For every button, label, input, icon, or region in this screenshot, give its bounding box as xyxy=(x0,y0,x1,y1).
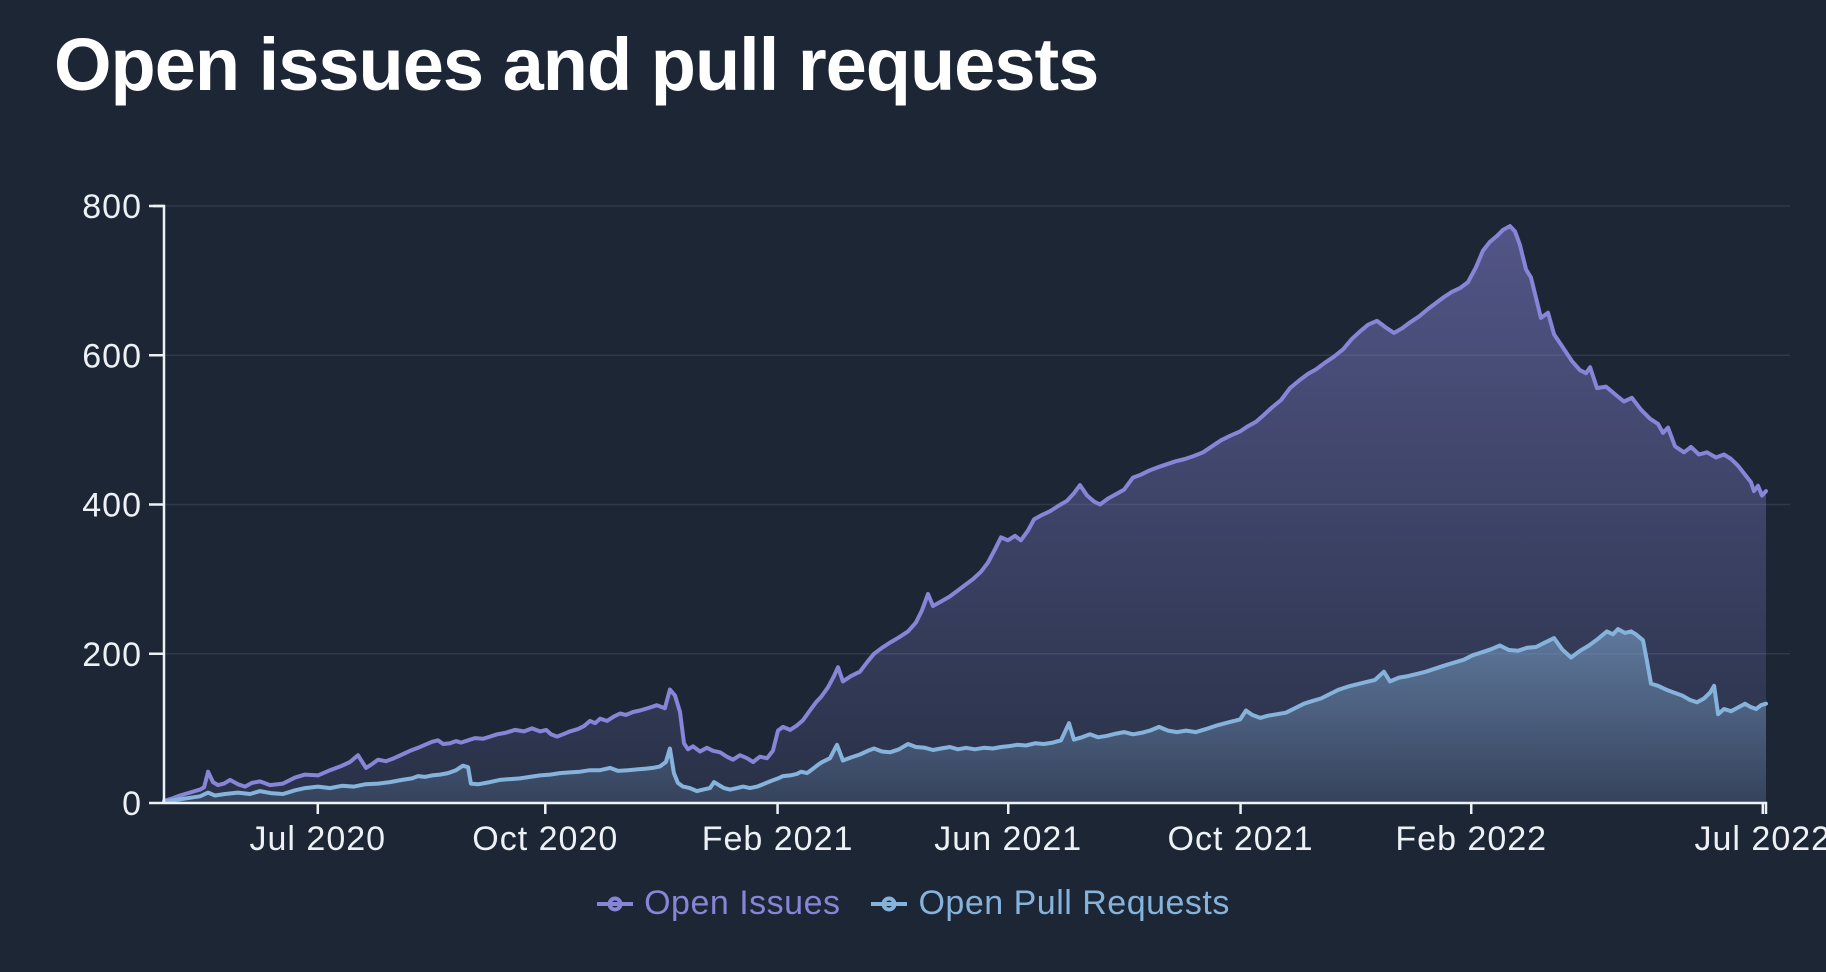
y-tick-label-200: 200 xyxy=(82,636,142,674)
open-pull-requests-area xyxy=(164,629,1766,803)
legend-line-icon xyxy=(871,896,908,911)
y-tick-label-400: 400 xyxy=(82,487,142,525)
x-tick-label: Feb 2022 xyxy=(1395,820,1547,858)
x-tick-label: Feb 2021 xyxy=(702,820,854,858)
legend-label-open-issues: Open Issues xyxy=(644,884,841,922)
legend-label-open-pull-requests: Open Pull Requests xyxy=(918,884,1230,922)
open-issues-area xyxy=(164,226,1766,804)
chart-title: Open issues and pull requests xyxy=(54,23,1099,106)
x-tick-label: Jul 2020 xyxy=(250,820,387,858)
open-pull-requests-line xyxy=(162,627,1768,804)
y-tick-label-0: 0 xyxy=(122,785,142,823)
x-tick-label: Jul 2022 xyxy=(1695,820,1826,858)
chart-legend: Open Issues Open Pull Requests xyxy=(0,884,1826,923)
open-issues-line xyxy=(162,224,1768,803)
x-tick-label: Oct 2020 xyxy=(472,820,618,858)
y-tick-label-800: 800 xyxy=(82,188,142,226)
x-tick-label: Jun 2021 xyxy=(934,820,1082,858)
legend-item-open-issues: Open Issues xyxy=(596,884,840,923)
x-tick-label: Oct 2021 xyxy=(1168,820,1314,858)
y-tick-label-600: 600 xyxy=(82,337,142,375)
legend-item-open-pull-requests: Open Pull Requests xyxy=(870,884,1229,923)
legend-line-icon xyxy=(597,896,634,911)
